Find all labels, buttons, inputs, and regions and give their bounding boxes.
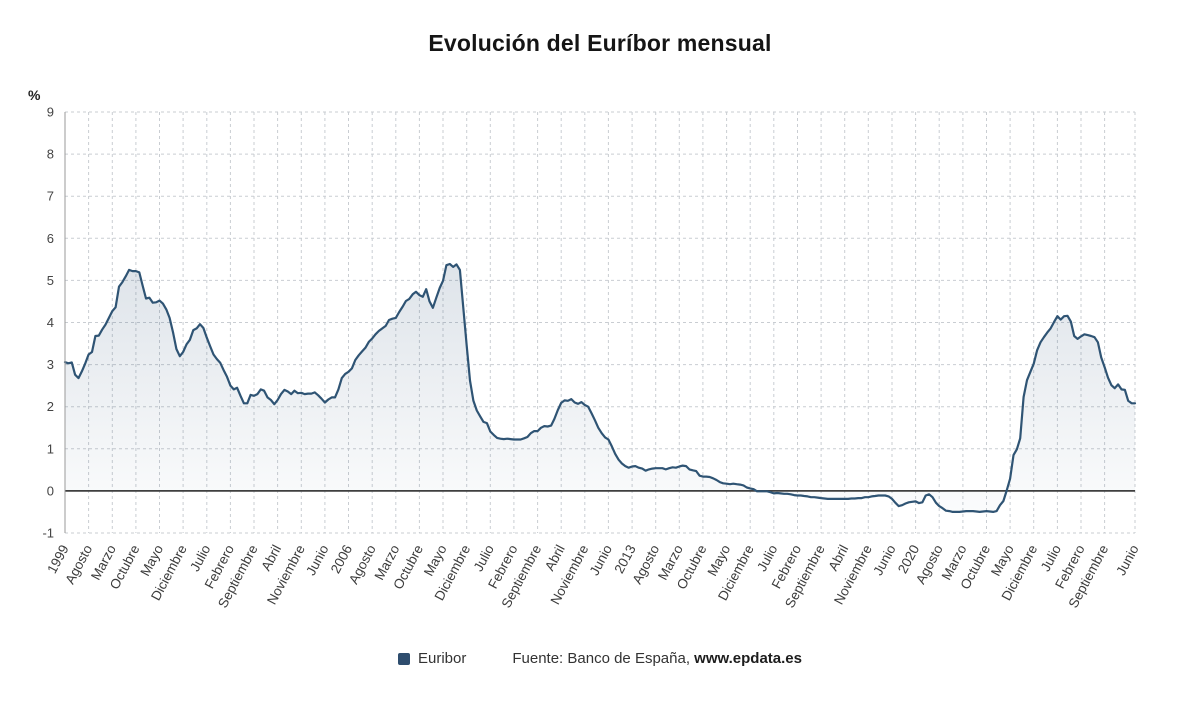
y-tick-label: 3 [47, 357, 54, 372]
x-tick-label: Junio [870, 542, 898, 578]
source-link[interactable]: www.epdata.es [694, 650, 802, 667]
legend-item-euribor[interactable]: Euribor [398, 650, 466, 667]
y-tick-label: 8 [47, 147, 54, 162]
euribor-line [63, 262, 1137, 513]
y-tick-label: -1 [42, 526, 54, 541]
euribor-area [65, 264, 1135, 512]
y-tick-label: 1 [47, 441, 54, 456]
x-tick-label: Junio [587, 542, 615, 578]
y-tick-label: 2 [47, 399, 54, 414]
chart-title: Evolución del Euríbor mensual [428, 30, 772, 56]
source-text: Fuente: Banco de España, www.epdata.es [512, 650, 802, 667]
legend-swatch [398, 652, 410, 665]
y-tick-label: 6 [47, 231, 54, 246]
x-tick-label: Junio [303, 542, 331, 578]
chart-footer: Euribor Fuente: Banco de España, www.epd… [0, 650, 1200, 667]
y-tick-label: 5 [47, 273, 54, 288]
legend-label: Euribor [418, 650, 467, 667]
y-tick-label: 4 [47, 315, 54, 330]
y-tick-label: 0 [47, 483, 54, 498]
source-prefix: Fuente: Banco de España, [512, 650, 690, 667]
y-axis-unit-label: % [28, 87, 41, 103]
y-tick-label: 7 [47, 189, 54, 204]
y-tick-label: 9 [47, 105, 54, 120]
x-tick-label: Junio [1113, 542, 1141, 578]
